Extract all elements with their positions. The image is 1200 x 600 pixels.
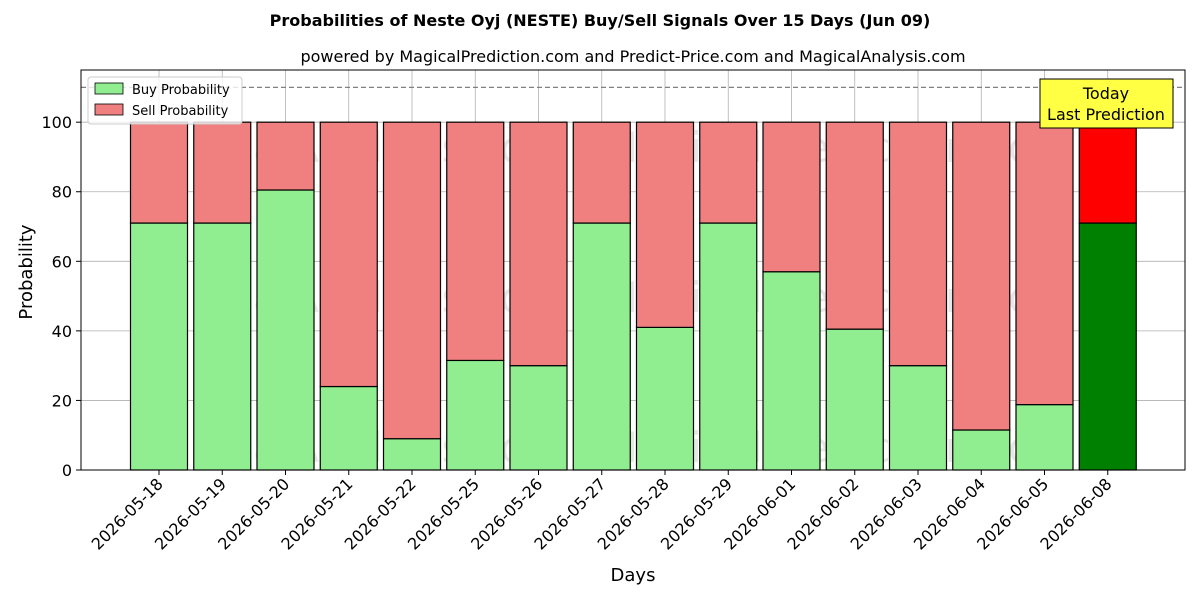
legend-swatch-sell — [94, 103, 124, 116]
bar-buy — [193, 222, 252, 471]
bar-buy — [446, 359, 505, 471]
chart-subtitle: powered by MagicalPrediction.com and Pre… — [300, 47, 965, 66]
bar-buy — [509, 365, 568, 471]
today-box — [1039, 78, 1174, 129]
legend: Buy Probability Sell Probability — [87, 76, 243, 125]
legend-label-sell: Sell Probability — [132, 104, 229, 119]
bar-sell — [762, 121, 821, 273]
bar-buy — [762, 271, 821, 471]
bar-sell — [193, 121, 252, 224]
bars — [129, 121, 1137, 471]
y-tick-label: 20 — [52, 391, 72, 410]
x-axis-ticks: 2026-05-182026-05-192026-05-202026-05-21… — [88, 470, 1116, 554]
bar-buy — [699, 222, 758, 471]
today-annotation: Today Last Prediction — [1039, 78, 1174, 129]
bar-sell — [1078, 121, 1137, 224]
bar-sell — [382, 121, 442, 440]
bar-buy — [129, 222, 189, 471]
bar-buy — [319, 385, 378, 471]
bar-sell — [256, 121, 315, 191]
y-tick-label: 80 — [52, 183, 72, 202]
legend-box — [87, 76, 243, 125]
bar-buy — [572, 222, 631, 471]
bar-buy — [256, 189, 315, 471]
bar-sell — [1015, 121, 1074, 406]
y-tick-label: 100 — [41, 113, 72, 132]
bar-sell — [825, 121, 884, 330]
y-tick-label: 0 — [62, 461, 72, 480]
bar-buy — [825, 328, 884, 471]
today-label: Today — [1082, 84, 1129, 103]
y-axis-ticks: 0 20 40 60 80 100 — [41, 113, 81, 480]
bar-buy — [1015, 404, 1074, 471]
y-axis-label: Probability — [16, 224, 37, 319]
bar-sell — [952, 121, 1011, 431]
bar-sell — [888, 121, 948, 367]
plot-frame — [80, 69, 1186, 471]
last-prediction-label: Last Prediction — [1047, 105, 1165, 124]
bar-sell — [129, 121, 189, 224]
bar-buy — [635, 326, 695, 471]
bar-sell — [699, 121, 758, 224]
y-tick-label: 60 — [52, 252, 72, 271]
bar-buy — [1078, 222, 1137, 471]
bar-sell — [635, 121, 695, 328]
legend-label-buy: Buy Probability — [132, 83, 230, 98]
y-tick-label: 40 — [52, 322, 72, 341]
legend-swatch-buy — [94, 82, 124, 95]
bar-buy — [952, 429, 1011, 471]
bar-sell — [509, 121, 568, 367]
bar-sell — [572, 121, 631, 224]
bar-buy — [888, 365, 948, 471]
bar-sell — [319, 121, 378, 388]
bar-buy — [382, 438, 442, 471]
chart-title: Probabilities of Neste Oyj (NESTE) Buy/S… — [270, 11, 931, 30]
bar-sell — [446, 121, 505, 362]
x-axis-label: Days — [611, 565, 656, 586]
